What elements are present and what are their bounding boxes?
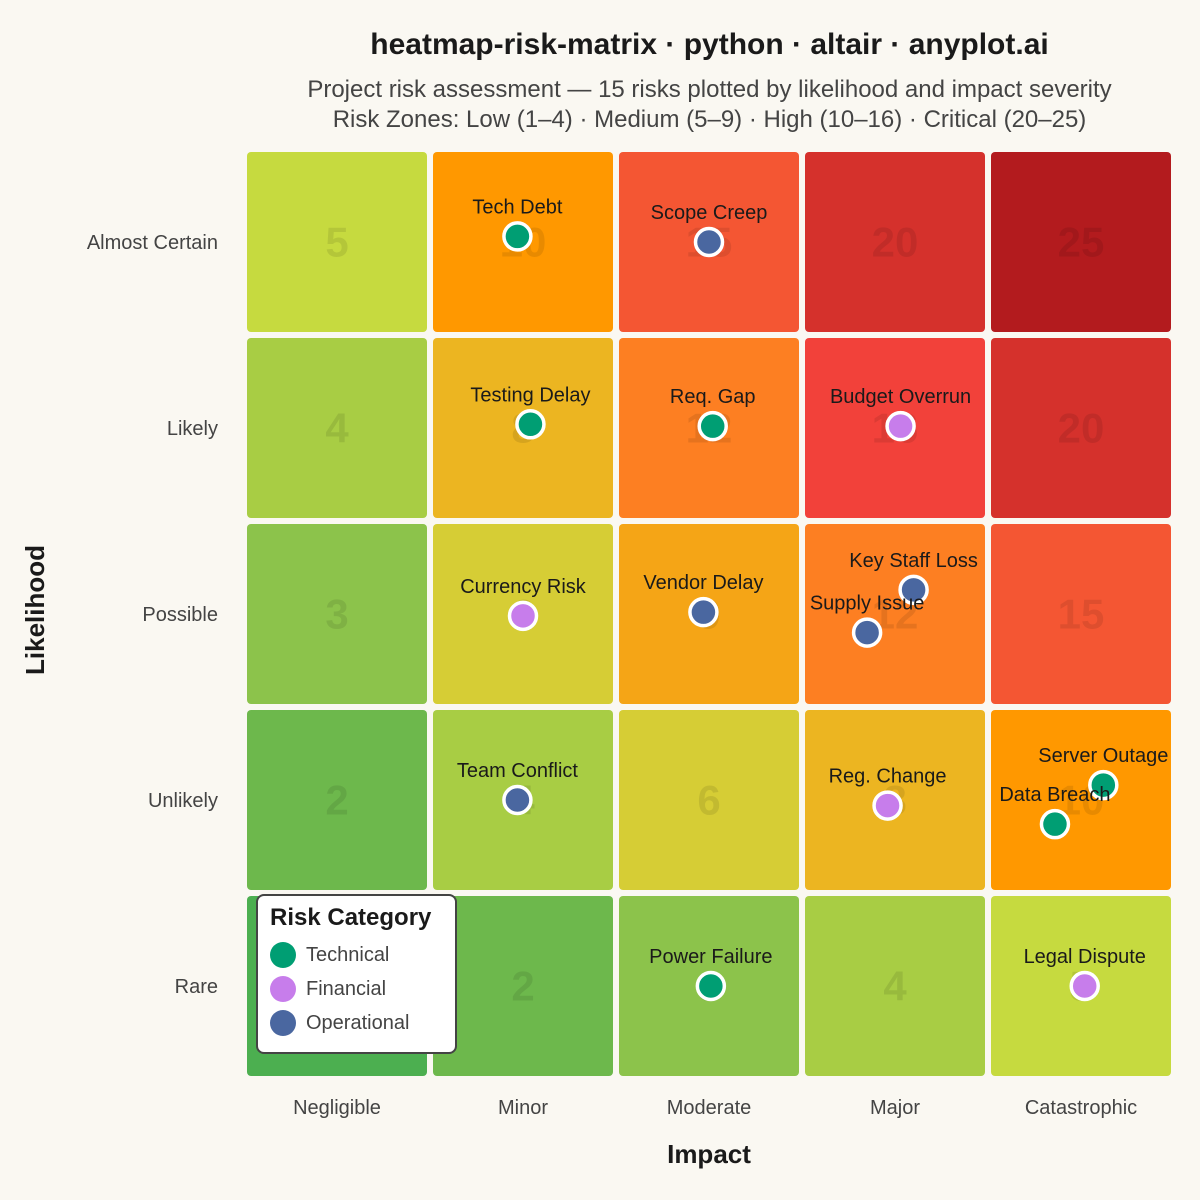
- legend-label: Financial: [306, 977, 387, 1000]
- risk-label-supply-issue: Supply Issue: [810, 593, 925, 615]
- cell-5-5: [991, 152, 1171, 332]
- cell-3-2: [619, 710, 799, 890]
- risk-point-server-outage[interactable]: [1088, 769, 1119, 801]
- risk-point-data-breach[interactable]: [1039, 808, 1071, 840]
- y-tick-label: Possible: [142, 604, 218, 626]
- chart-subtitle-line-2: Risk Zones: Low (1–4) · Medium (5–9) · H…: [332, 106, 1087, 133]
- cell-1-4: [247, 338, 427, 518]
- risk-label-team-conflict: Team Conflict: [457, 760, 579, 782]
- legend-swatch: [270, 976, 296, 1002]
- risk-label-budget-overrun: Budget Overrun: [830, 386, 971, 408]
- y-tick-label: Almost Certain: [87, 232, 218, 254]
- risk-label-legal-dispute: Legal Dispute: [1024, 946, 1146, 968]
- x-tick-label: Moderate: [667, 1097, 752, 1119]
- labels-layer: Tech Debt Scope Creep Testing Delay Req. Ga…: [457, 196, 1169, 968]
- legend-swatch: [270, 1010, 296, 1036]
- risk-label-key-staff-loss: Key Staff Loss: [849, 550, 978, 572]
- cell-score: 2: [511, 963, 534, 1010]
- cell-score: 15: [1058, 591, 1105, 638]
- cells-layer: 12345246810369121548121620510152025: [247, 152, 1171, 1076]
- cell-4-1: [805, 896, 985, 1076]
- cell-score: 4: [883, 963, 907, 1010]
- ticks-layer: Negligible Minor Moderate Major Catastrophic…: [87, 232, 1137, 1119]
- risk-point-legal-dispute[interactable]: [1069, 970, 1100, 1002]
- cell-score: 20: [1058, 405, 1105, 452]
- risk-point-reg-change[interactable]: [872, 790, 903, 821]
- cell-score: 6: [697, 777, 720, 824]
- risk-label-vendor-delay: Vendor Delay: [643, 572, 763, 594]
- points-layer: [502, 221, 1119, 1002]
- legend-item-technical[interactable]: Technical: [270, 938, 443, 972]
- y-tick-label: Likely: [167, 418, 218, 440]
- cell-2-1: [433, 896, 613, 1076]
- legend-title: Risk Category: [270, 904, 432, 931]
- cell-score: 2: [325, 777, 348, 824]
- cell-5-2: [991, 710, 1171, 890]
- risk-label-scope-creep: Scope Creep: [651, 202, 768, 224]
- y-tick-label: Rare: [175, 976, 218, 998]
- cell-4-3: [805, 524, 985, 704]
- risk-point-team-conflict[interactable]: [502, 784, 533, 816]
- legend-label: Technical: [306, 943, 390, 966]
- risk-label-data-breach: Data Breach: [999, 784, 1110, 806]
- risk-label-server-outage: Server Outage: [1038, 745, 1168, 767]
- chart-title: heatmap-risk-matrix · python · altair · …: [370, 28, 1049, 61]
- risk-label-power-failure: Power Failure: [649, 946, 772, 968]
- risk-point-vendor-delay[interactable]: [688, 596, 719, 628]
- cell-score: 3: [325, 591, 348, 638]
- risk-label-reg-change: Reg. Change: [829, 766, 947, 788]
- risk-point-supply-issue[interactable]: [851, 617, 883, 648]
- risk-label-tech-debt: Tech Debt: [472, 196, 562, 218]
- risk-point-key-staff-loss[interactable]: [898, 574, 929, 606]
- risk-label-testing-delay: Testing Delay: [470, 384, 590, 406]
- risk-point-tech-debt[interactable]: [502, 221, 533, 252]
- cell-5-3: [991, 524, 1171, 704]
- risk-point-req-gap[interactable]: [697, 410, 728, 442]
- risk-point-testing-delay[interactable]: [515, 409, 546, 440]
- cell-1-5: [247, 152, 427, 332]
- x-tick-label: Major: [870, 1097, 920, 1119]
- y-tick-label: Unlikely: [148, 790, 218, 812]
- legend-item-operational[interactable]: Operational: [270, 1006, 443, 1040]
- x-tick-label: Minor: [498, 1097, 548, 1119]
- risk-label-currency-risk: Currency Risk: [460, 576, 587, 598]
- y-axis-title: Likelihood: [20, 545, 50, 675]
- cell-score: 5: [325, 219, 348, 266]
- risk-point-scope-creep[interactable]: [693, 226, 725, 258]
- x-tick-label: Catastrophic: [1025, 1097, 1137, 1119]
- risk-point-budget-overrun[interactable]: [885, 410, 916, 442]
- risk-point-power-failure[interactable]: [695, 970, 727, 1002]
- risk-label-req-gap: Req. Gap: [670, 386, 756, 408]
- cell-5-4: [991, 338, 1171, 518]
- cell-score: 20: [872, 219, 919, 266]
- legend-swatch: [270, 942, 296, 968]
- legend-item-financial[interactable]: Financial: [270, 972, 443, 1006]
- risk-point-currency-risk[interactable]: [507, 600, 539, 632]
- cell-score: 25: [1058, 219, 1105, 266]
- x-tick-label: Negligible: [293, 1097, 381, 1119]
- legend-label: Operational: [306, 1011, 410, 1034]
- x-axis-title: Impact: [667, 1139, 751, 1169]
- cell-1-3: [247, 524, 427, 704]
- legend: Risk Category Technical Financial Operatio…: [256, 894, 457, 1054]
- cell-score: 4: [325, 405, 349, 452]
- chart-subtitle-line-1: Project risk assessment — 15 risks plott…: [307, 76, 1112, 103]
- cell-1-2: [247, 710, 427, 890]
- cell-4-5: [805, 152, 985, 332]
